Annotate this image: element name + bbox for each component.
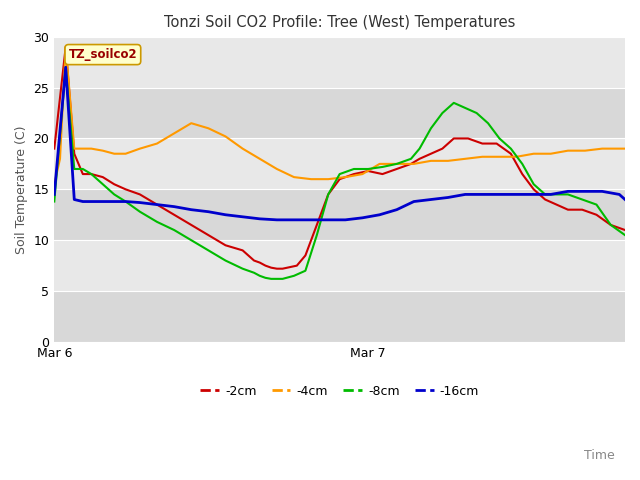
Bar bbox=[54, 87, 625, 138]
Text: Time: Time bbox=[584, 449, 614, 462]
Bar bbox=[54, 291, 625, 342]
Legend: -2cm, -4cm, -8cm, -16cm: -2cm, -4cm, -8cm, -16cm bbox=[195, 380, 484, 403]
Y-axis label: Soil Temperature (C): Soil Temperature (C) bbox=[15, 125, 28, 253]
Text: TZ_soilco2: TZ_soilco2 bbox=[68, 48, 137, 61]
Bar bbox=[54, 189, 625, 240]
Title: Tonzi Soil CO2 Profile: Tree (West) Temperatures: Tonzi Soil CO2 Profile: Tree (West) Temp… bbox=[164, 15, 515, 30]
